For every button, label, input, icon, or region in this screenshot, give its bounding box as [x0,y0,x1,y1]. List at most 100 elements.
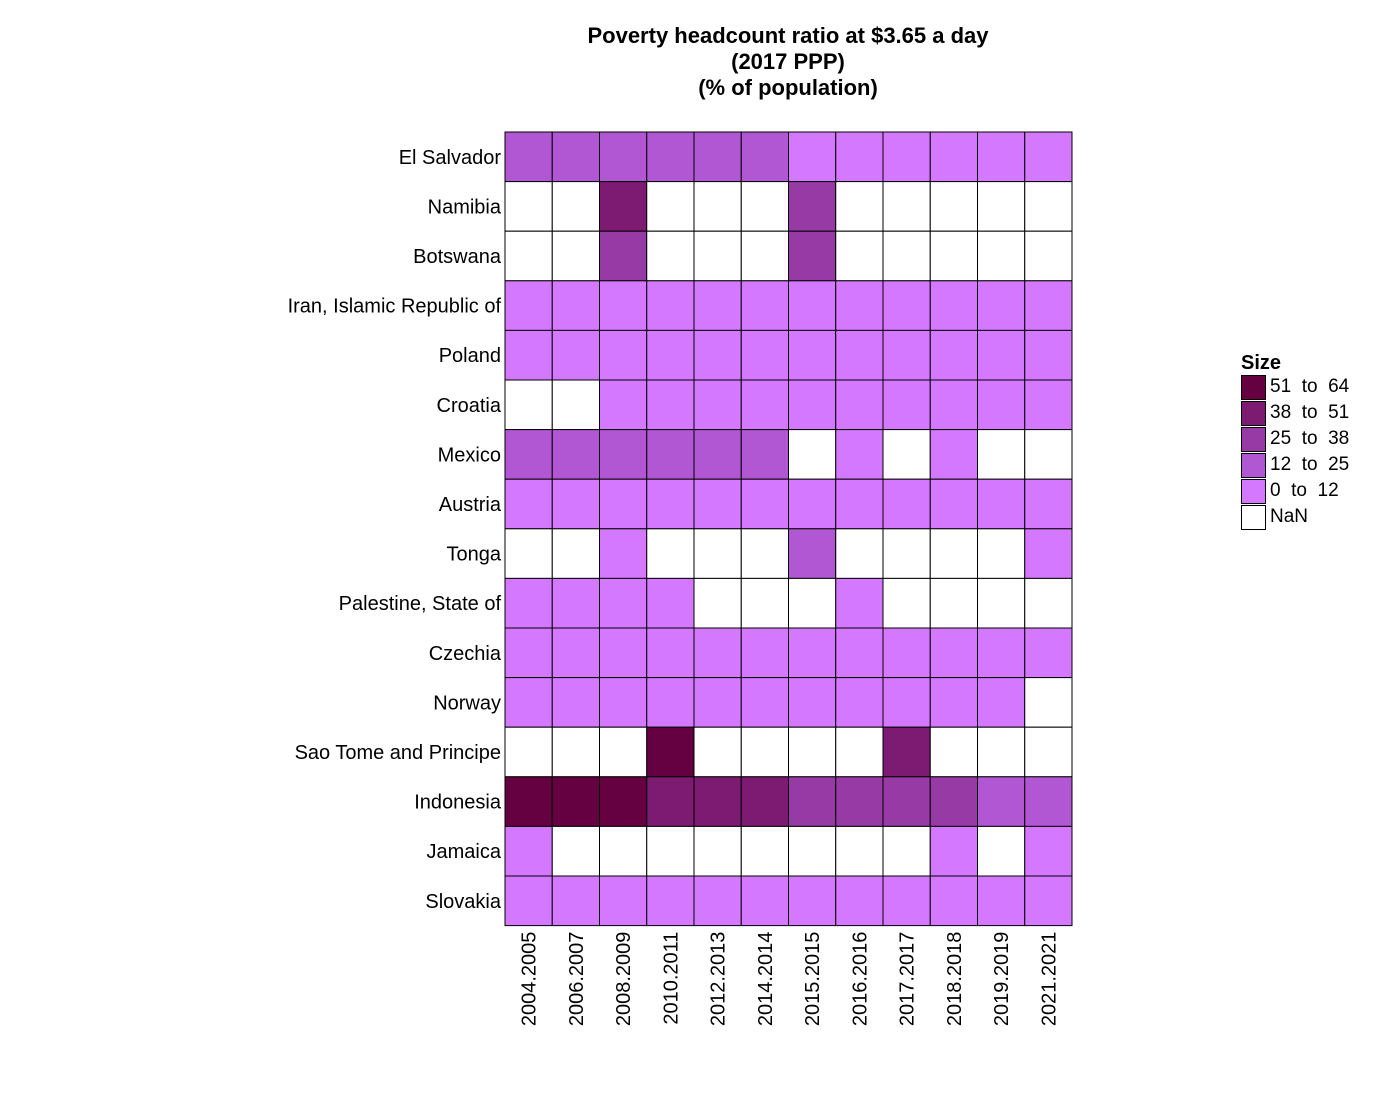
heatmap-cell [977,230,1026,282]
x-tick-label: 2006.2007 [566,932,588,1027]
heatmap-cell [504,478,553,530]
heatmap-cell [977,329,1026,381]
heatmap-cell [1024,577,1073,629]
heatmap-cell [693,329,742,381]
heatmap-cell [693,429,742,480]
legend-label: 25 to 38 [1270,428,1350,449]
heatmap-cell [929,627,978,679]
heatmap-cell [835,825,884,877]
heatmap-cell [977,478,1026,530]
heatmap-cell [693,627,742,679]
x-tick-label: 2015.2015 [802,932,824,1027]
x-tick-label: 2008.2009 [613,932,635,1027]
legend-item: 51 to 64 [1241,374,1349,400]
x-tick-label: 2012.2013 [708,932,730,1027]
heatmap-cell [788,329,837,381]
heatmap-cell [599,726,648,778]
legend-label: 12 to 25 [1270,454,1350,475]
heatmap-cell [740,627,789,679]
y-tick-label: El Salvador [399,147,502,169]
chart-title: Poverty headcount ratio at $3.65 a day (… [488,23,1088,101]
heatmap-cell [882,776,931,827]
title-line-2: (2017 PPP) [731,49,845,74]
heatmap-cell [551,627,600,679]
heatmap-cell [882,528,931,579]
heatmap-cell [835,280,884,331]
legend-items: 51 to 64 38 to 51 25 to 38 12 to 25 0 to 12 N… [1241,374,1349,530]
heatmap-cell [599,577,648,629]
heatmap-cell [693,181,742,232]
legend-swatch [1241,452,1266,478]
heatmap-cell [835,329,884,381]
heatmap-cell [551,230,600,282]
heatmap-cell [551,181,600,232]
heatmap-cell [740,131,789,183]
heatmap-cell [882,577,931,629]
heatmap-cell [882,627,931,679]
heatmap-cell [504,875,553,927]
heatmap-cell [1024,875,1073,927]
title-line-1: Poverty headcount ratio at $3.65 a day [587,23,989,48]
y-tick-label: Poland [439,345,501,367]
heatmap-cell [977,726,1026,778]
heatmap-cell [1024,677,1073,728]
legend-label: 51 to 64 [1270,376,1350,397]
y-tick-label: Norway [433,692,501,714]
legend-swatch [1241,478,1266,504]
heatmap-cell [504,230,553,282]
heatmap-cell [1024,478,1073,530]
heatmap-cell [977,677,1026,728]
x-tick-label: 2021.2021 [1038,932,1060,1027]
heatmap-cell [929,181,978,232]
heatmap-cell [646,379,695,431]
heatmap-cell [646,577,695,629]
heatmap-cell [551,577,600,629]
heatmap-cell [646,131,695,183]
heatmap-cell [693,528,742,579]
heatmap-cell [504,726,553,778]
heatmap-cell [646,726,695,778]
heatmap-cell [977,825,1026,877]
heatmap-cell [1024,230,1073,282]
heatmap-cell [646,776,695,827]
legend-swatch [1241,504,1266,530]
heatmap-cell [646,528,695,579]
y-tick-label: Slovakia [425,891,501,913]
heatmap-cell [740,181,789,232]
heatmap-cell [835,478,884,530]
y-tick-label: Croatia [437,395,502,417]
x-tick-label: 2016.2016 [849,932,871,1027]
heatmap-cell [929,478,978,530]
heatmap-cell [740,776,789,827]
legend-item: 12 to 25 [1241,452,1349,478]
heatmap-cell [977,280,1026,331]
heatmap-cell [882,379,931,431]
heatmap-cell [1024,627,1073,679]
heatmap-cell [882,875,931,927]
heatmap-cell [551,329,600,381]
heatmap-cell [929,825,978,877]
heatmap-cell [504,181,553,232]
heatmap-cell [599,627,648,679]
heatmap-cell [646,429,695,480]
heatmap-cell [788,825,837,877]
heatmap-cell [599,875,648,927]
heatmap-cell [788,379,837,431]
heatmap-cell [835,677,884,728]
heatmap-cell [788,776,837,827]
legend-swatch [1241,426,1266,452]
heatmap-cell [646,478,695,530]
legend-item: 25 to 38 [1241,426,1349,452]
heatmap-cell [1024,329,1073,381]
y-tick-label: Tonga [447,544,502,566]
y-tick-label: Botswana [413,246,502,268]
heatmap-cell [740,577,789,629]
heatmap-cell [646,875,695,927]
y-tick-label: Indonesia [414,792,502,814]
heatmap-cell [504,329,553,381]
heatmap-cell [693,825,742,877]
legend-item: 38 to 51 [1241,400,1349,426]
heatmap-cell [788,875,837,927]
heatmap-cell [693,776,742,827]
